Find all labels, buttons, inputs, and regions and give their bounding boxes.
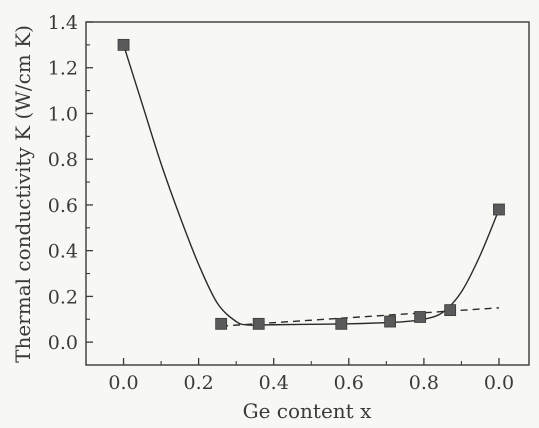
- data-point: [414, 311, 427, 323]
- data-point: [252, 317, 265, 330]
- x-axis: 0.0 0.2 0.4 0.6 0.8 0.0: [85, 358, 514, 394]
- data-point: [335, 317, 348, 330]
- y-axis-title: Thermal conductivity K (W/cm K): [11, 25, 35, 363]
- x-axis-title: Ge content x: [243, 399, 372, 423]
- data-point: [444, 304, 457, 317]
- y-axis: 0.0 0.2 0.4 0.6 0.8 1.0 1.2 1.4: [48, 12, 93, 354]
- x-tick-label: 0.8: [409, 372, 439, 394]
- data-point: [384, 315, 396, 328]
- data-point: [493, 203, 505, 216]
- x-tick-label: 0.4: [259, 372, 289, 394]
- fit-curves: [122, 44, 500, 327]
- x-tick-label: 0.0: [108, 372, 138, 394]
- y-tick-label: 0.6: [48, 195, 78, 217]
- data-point: [117, 38, 130, 51]
- y-tick-label: 1.0: [48, 103, 78, 125]
- x-tick-label: 0.6: [334, 372, 364, 394]
- y-tick-label: 1.2: [48, 58, 78, 80]
- y-tick-label: 0.2: [48, 286, 78, 308]
- y-tick-label: 1.4: [48, 12, 78, 34]
- data-markers: [117, 38, 505, 330]
- x-tick-label: 0.2: [184, 372, 214, 394]
- y-tick-label: 0.0: [48, 332, 78, 354]
- x-tick-label: 0.0: [484, 372, 514, 394]
- solid-fit-curve: [122, 44, 500, 326]
- y-tick-label: 0.4: [48, 241, 78, 263]
- y-tick-label: 0.8: [48, 149, 78, 171]
- data-point: [215, 317, 228, 330]
- plot-frame: [85, 21, 530, 366]
